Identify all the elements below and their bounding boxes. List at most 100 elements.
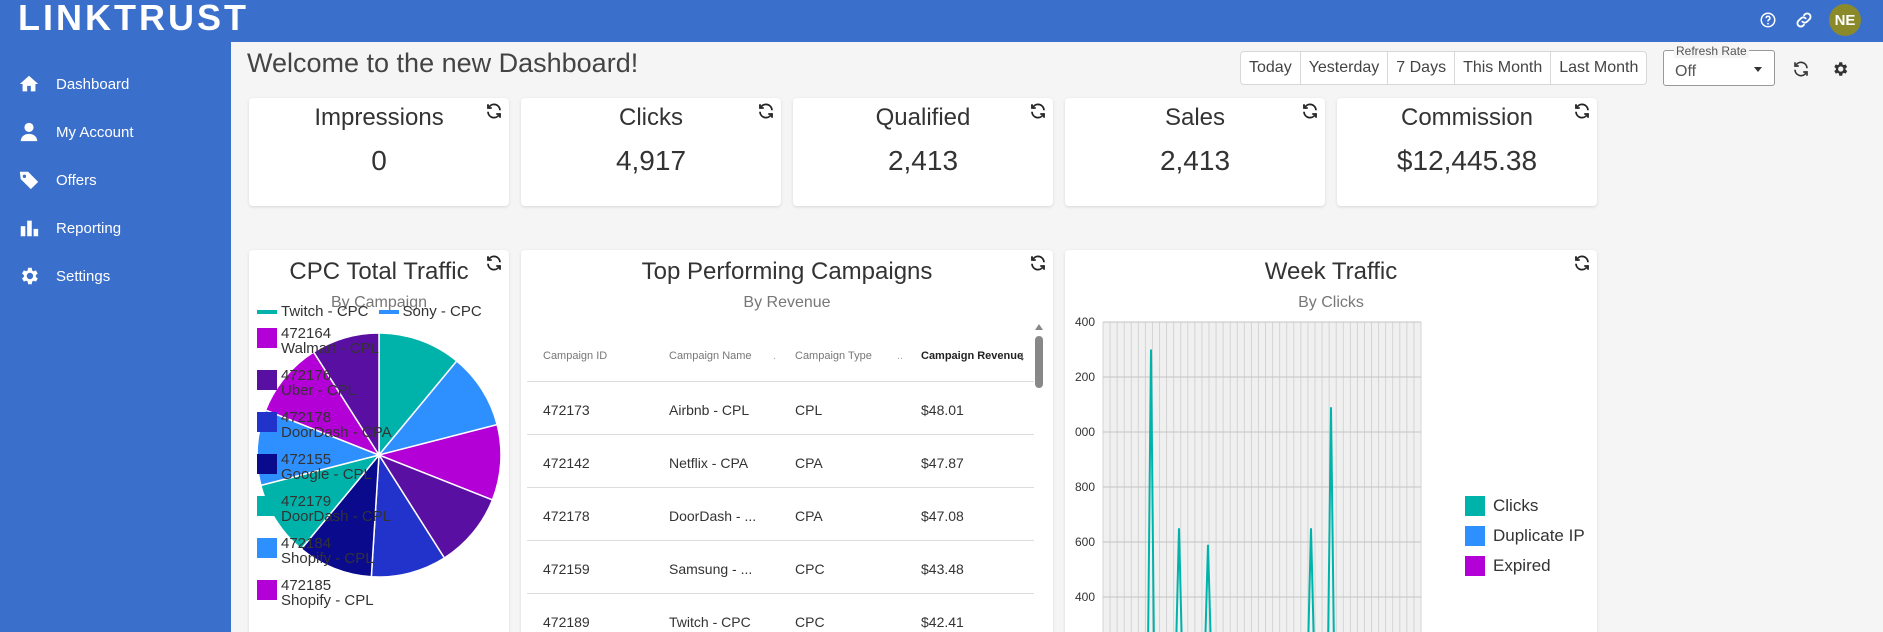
stat-value: 2,413	[887, 145, 959, 176]
card-refresh-button[interactable]	[485, 102, 503, 120]
settings-button[interactable]	[1828, 57, 1852, 81]
cell-campaign-name: Airbnb - CPL	[669, 402, 750, 418]
card-refresh-button[interactable]	[1301, 102, 1319, 120]
card-refresh-button[interactable]	[1029, 254, 1047, 272]
legend-item[interactable]: Clicks	[1465, 496, 1538, 516]
legend-text: 472164 Walmart - CPL	[281, 326, 379, 356]
column-menu-icon[interactable]: ..	[897, 350, 904, 362]
y-tick-label: 200	[1074, 370, 1095, 384]
column-header-campaign-name[interactable]: Campaign Name	[669, 350, 752, 362]
date-this-month-button[interactable]: This Month	[1455, 52, 1552, 84]
card-refresh-button[interactable]	[1029, 102, 1047, 120]
legend-item[interactable]: 472164 Walmart - CPL	[257, 326, 379, 356]
avatar[interactable]: NE	[1829, 4, 1861, 36]
legend-item[interactable]: 472178 DoorDash - CPA	[257, 410, 392, 440]
refresh-rate-select[interactable]: Refresh Rate Off	[1663, 44, 1775, 86]
cell-campaign-type: CPA	[795, 455, 823, 471]
sidebar-item-reporting[interactable]: Reporting	[0, 204, 231, 252]
date-yesterday-button[interactable]: Yesterday	[1301, 52, 1389, 84]
sidebar-item-settings[interactable]: Settings	[0, 252, 231, 300]
person-icon	[20, 122, 38, 142]
help-icon[interactable]	[1757, 9, 1779, 31]
legend-campaign-name: DoorDash - CPL	[281, 508, 392, 525]
link-icon[interactable]	[1793, 9, 1815, 31]
pie-slice[interactable]	[264, 350, 381, 457]
date-range-group: Today Yesterday 7 Days This Month Last M…	[1240, 51, 1648, 85]
cell-campaign-type: CPL	[795, 402, 823, 418]
logo[interactable]: LINKTRUST	[18, 0, 249, 38]
column-menu-icon[interactable]: .	[773, 350, 777, 362]
legend-item[interactable]: 472185 Shopify - CPL	[257, 578, 374, 608]
pie-slice[interactable]	[312, 332, 380, 458]
date-today-button[interactable]: Today	[1241, 52, 1301, 84]
legend-item[interactable]: 472176 Uber - CPL	[257, 368, 356, 398]
pie-slice[interactable]	[378, 332, 458, 458]
table-row[interactable]: 472173 Airbnb - CPL CPL $48.01	[527, 382, 1034, 435]
y-tick-label: 400	[1074, 315, 1095, 329]
table-row[interactable]: 472142 Netflix - CPA CPA $47.87	[527, 435, 1034, 488]
refresh-rate-value: Off	[1675, 63, 1697, 80]
bar-chart-icon	[20, 220, 39, 237]
card-refresh-button[interactable]	[1573, 102, 1591, 120]
sidebar-item-label: Dashboard	[56, 75, 130, 93]
refresh-icon	[1575, 103, 1589, 119]
pie-slice[interactable]	[256, 409, 382, 487]
cpc-traffic-panel: CPC Total Traffic By Campaign Twitch - C…	[249, 250, 509, 632]
gear-icon	[22, 267, 38, 285]
legend-campaign-name: DoorDash - CPA	[281, 424, 392, 441]
legend-label: Twitch - CPC	[281, 303, 369, 320]
legend-text: 472184 Shopify - CPL	[281, 536, 374, 566]
legend-text: 472185 Shopify - CPL	[281, 578, 374, 608]
sidebar-item-dashboard[interactable]: Dashboard	[0, 60, 231, 108]
legend-text: 472176 Uber - CPL	[281, 368, 356, 398]
cell-campaign-type: CPA	[795, 508, 823, 524]
column-header-campaign-type[interactable]: Campaign Type	[795, 350, 872, 362]
plot-area	[1103, 322, 1421, 632]
legend-label: Clicks	[1493, 496, 1539, 515]
legend-swatch	[257, 580, 277, 600]
legend-swatch	[257, 454, 277, 474]
legend-swatch	[1465, 496, 1485, 516]
refresh-all-button[interactable]	[1789, 57, 1813, 81]
cell-campaign-id: 472142	[543, 455, 590, 471]
pie-slice[interactable]	[370, 452, 446, 578]
legend-item[interactable]: Duplicate IP	[1465, 526, 1585, 546]
refresh-icon	[1031, 255, 1045, 271]
date-last-month-button[interactable]: Last Month	[1559, 59, 1639, 76]
cell-campaign-revenue: $48.01	[921, 402, 964, 418]
panel-title: Week Traffic	[1264, 258, 1398, 285]
card-refresh-button[interactable]	[1573, 254, 1591, 272]
pie-slice[interactable]	[377, 453, 494, 560]
card-refresh-button[interactable]	[485, 254, 503, 272]
stat-card-clicks: Clicks 4,917	[521, 98, 781, 206]
card-refresh-button[interactable]	[757, 102, 775, 120]
pie-slice[interactable]	[300, 452, 380, 578]
column-header-campaign-revenue[interactable]: Campaign Revenue	[921, 350, 1024, 362]
stat-card-qualified: Qualified 2,413	[793, 98, 1053, 206]
refresh-icon	[1794, 61, 1808, 77]
sidebar-item-offers[interactable]: Offers	[0, 156, 231, 204]
cell-campaign-revenue: $43.48	[921, 561, 964, 577]
legend-item[interactable]: 472179 DoorDash - CPL	[257, 494, 391, 524]
date-7-days-button[interactable]: 7 Days	[1388, 52, 1456, 84]
table-row[interactable]: 472178 DoorDash - ... CPA $47.08	[527, 488, 1034, 541]
top-icons: NE	[1757, 4, 1861, 36]
table-row[interactable]: 472159 Samsung - ... CPC $43.48	[527, 541, 1034, 594]
legend-item[interactable]: 472155 Google - CPL	[257, 452, 372, 482]
legend-campaign-id: 472178	[281, 409, 332, 426]
scroll-up-icon[interactable]	[1035, 324, 1043, 330]
table-row[interactable]: 472189 Twitch - CPC CPC $42.41	[527, 594, 1034, 632]
table-scrollbar[interactable]	[1035, 324, 1043, 584]
sort-desc-icon[interactable]: ↓	[1019, 348, 1026, 363]
legend-item[interactable]: 472184 Shopify - CPL	[257, 536, 374, 566]
panel-subtitle: By Campaign	[330, 294, 428, 311]
series-line-clicks	[1147, 349, 1335, 632]
cell-campaign-id: 472159	[543, 561, 590, 577]
stat-card-sales: Sales 2,413	[1065, 98, 1325, 206]
legend-item[interactable]: Expired	[1465, 556, 1551, 576]
sidebar-item-label: Reporting	[56, 219, 122, 237]
column-header-campaign-id[interactable]: Campaign ID	[543, 350, 608, 362]
sidebar-item-my-account[interactable]: My Account	[0, 108, 231, 156]
pie-slice[interactable]	[376, 423, 502, 501]
scroll-thumb[interactable]	[1035, 336, 1043, 388]
